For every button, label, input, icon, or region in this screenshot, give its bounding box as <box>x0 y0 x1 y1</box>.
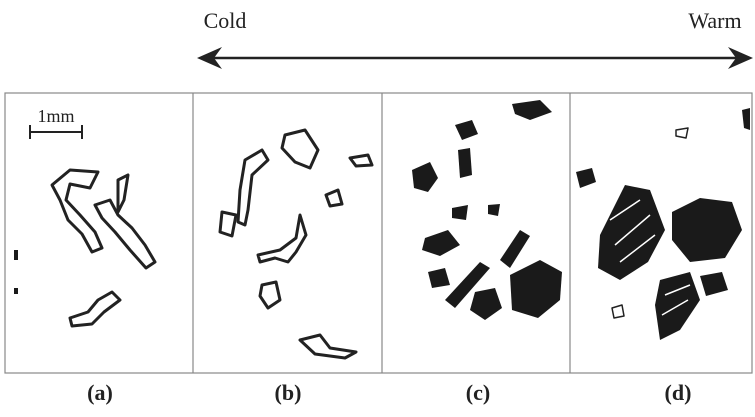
particles-b <box>220 130 372 358</box>
scale-bar-label: 1mm <box>37 106 74 126</box>
particles-c <box>412 100 562 320</box>
warm-label: Warm <box>688 8 741 33</box>
panel-label: (c) <box>466 380 490 405</box>
particles-a <box>14 170 155 326</box>
figure: Cold Warm 1mm <box>0 0 755 412</box>
temperature-arrow <box>197 47 753 69</box>
panel-label: (d) <box>665 380 692 405</box>
panel-label: (a) <box>87 380 113 405</box>
cold-label: Cold <box>204 8 247 33</box>
panel-label: (b) <box>275 380 302 405</box>
particles-d <box>576 108 750 340</box>
scale-bar <box>30 125 82 139</box>
